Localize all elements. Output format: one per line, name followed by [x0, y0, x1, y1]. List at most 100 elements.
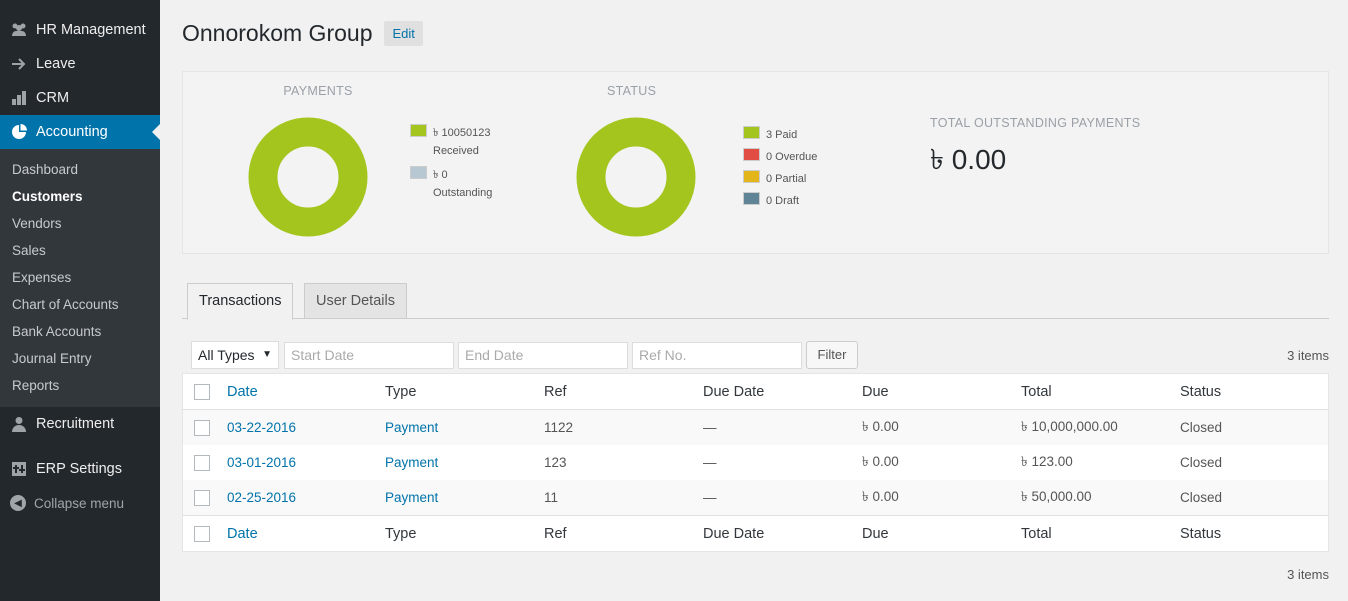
- col-date-footer[interactable]: Date: [227, 525, 258, 542]
- status-legend: 3 Paid 0 Overdue 0 Partial 0 Draft: [743, 126, 817, 214]
- row-date-link[interactable]: 02-25-2016: [227, 490, 297, 505]
- settings-grid-icon: [10, 460, 28, 478]
- pie-chart-icon: [10, 123, 28, 141]
- col-status-footer: Status: [1180, 525, 1222, 542]
- received-amount: ৳ 10050123: [433, 127, 491, 139]
- type-select-value: All Types: [198, 347, 255, 363]
- row-type-link[interactable]: Payment: [385, 490, 439, 505]
- submenu-reports[interactable]: Reports: [12, 378, 60, 393]
- overdue-swatch: [743, 148, 760, 161]
- ref-no-input[interactable]: Ref No.: [632, 341, 802, 369]
- transactions-table: Date Type Ref Due Date Due Total Status …: [182, 373, 1329, 552]
- tab-user-details[interactable]: User Details: [304, 283, 407, 319]
- payments-legend: ৳ 10050123 Received ৳ 0 Outstanding: [410, 124, 492, 208]
- col-due-date: Due Date: [703, 383, 765, 400]
- row-date-link[interactable]: 03-01-2016: [227, 455, 297, 470]
- caret-down-icon: ▼: [262, 349, 272, 360]
- outstanding-swatch: [410, 166, 427, 179]
- col-date[interactable]: Date: [227, 383, 258, 400]
- collapse-menu-button[interactable]: ◀ Collapse menu: [0, 486, 160, 520]
- items-count-top: 3 items: [1287, 348, 1329, 363]
- edit-button[interactable]: Edit: [384, 21, 423, 46]
- menu-erp-settings[interactable]: ERP Settings: [0, 452, 160, 486]
- legend-overdue: 0 Overdue: [743, 148, 817, 166]
- legend-paid: 3 Paid: [743, 126, 817, 144]
- arrow-right-icon: [10, 55, 28, 73]
- filter-button[interactable]: Filter: [806, 341, 858, 369]
- table-row: 02-25-2016 Payment 11 — ৳ 0.00 ৳ 50,000.…: [183, 480, 1328, 515]
- summary-panel: PAYMENTS ৳ 10050123 Received ৳ 0 Outstan…: [182, 71, 1329, 254]
- outstanding-amount: ৳ 0: [433, 169, 448, 181]
- admin-sidebar: HR Management Leave CRM Accounting Dashb…: [0, 0, 160, 601]
- row-checkbox[interactable]: [194, 419, 210, 436]
- submenu-sales[interactable]: Sales: [12, 243, 46, 258]
- items-count-bottom: 3 items: [1287, 567, 1329, 582]
- menu-leave[interactable]: Leave: [0, 47, 160, 81]
- submenu-bank-accounts[interactable]: Bank Accounts: [12, 324, 102, 339]
- row-checkbox[interactable]: [194, 454, 210, 471]
- tab-bar: Transactions User Details: [182, 282, 1329, 320]
- submenu-chart-of-accounts[interactable]: Chart of Accounts: [12, 297, 119, 312]
- table-row: 03-22-2016 Payment 1122 — ৳ 0.00 ৳ 10,00…: [183, 410, 1328, 445]
- submenu-customers[interactable]: Customers: [12, 189, 83, 204]
- main-content: Onnorokom Group Edit PAYMENTS ৳ 10050123…: [160, 0, 1348, 601]
- paid-swatch: [743, 126, 760, 139]
- total-outstanding-label: TOTAL OUTSTANDING PAYMENTS: [930, 116, 1141, 130]
- row-date-link[interactable]: 03-22-2016: [227, 420, 297, 435]
- collapse-arrow-icon: ◀: [10, 495, 26, 511]
- outstanding-label: Outstanding: [433, 187, 493, 199]
- menu-label: Recruitment: [36, 416, 115, 432]
- page-title: Onnorokom Group: [182, 20, 373, 46]
- col-due: Due: [862, 383, 889, 400]
- row-total: ৳ 10,000,000.00: [1021, 419, 1118, 434]
- menu-accounting[interactable]: Accounting: [0, 115, 160, 149]
- row-type-link[interactable]: Payment: [385, 455, 439, 470]
- draft-label: 0 Draft: [766, 195, 800, 207]
- submenu-dashboard[interactable]: Dashboard: [12, 162, 79, 177]
- menu-crm[interactable]: CRM: [0, 81, 160, 115]
- filter-bar: All Types ▼ Start Date End Date Ref No. …: [191, 341, 858, 369]
- total-outstanding-value: ৳ 0.00: [930, 144, 1007, 175]
- legend-partial: 0 Partial: [743, 170, 817, 188]
- select-all-checkbox-footer[interactable]: [194, 525, 210, 542]
- menu-label: ERP Settings: [36, 461, 122, 477]
- tab-transactions[interactable]: Transactions: [187, 283, 294, 320]
- legend-draft: 0 Draft: [743, 192, 817, 210]
- menu-label: Accounting: [36, 124, 108, 140]
- row-ref: 123: [544, 455, 567, 470]
- payments-donut-ring: [248, 117, 368, 237]
- chart-bar-icon: [10, 89, 28, 107]
- col-status: Status: [1180, 383, 1222, 400]
- menu-hr-management[interactable]: HR Management: [0, 13, 160, 47]
- row-ref: 1122: [544, 420, 574, 435]
- legend-outstanding: ৳ 0 Outstanding: [410, 166, 492, 202]
- row-type-link[interactable]: Payment: [385, 420, 439, 435]
- payments-donut: [248, 117, 368, 237]
- submenu-expenses[interactable]: Expenses: [12, 270, 72, 285]
- col-ref-footer: Ref: [544, 525, 567, 542]
- type-select[interactable]: All Types ▼: [191, 341, 279, 369]
- table-footer: Date Type Ref Due Date Due Total Status: [183, 515, 1328, 551]
- submenu-vendors[interactable]: Vendors: [12, 216, 62, 231]
- col-type-footer: Type: [385, 525, 417, 542]
- select-all-checkbox[interactable]: [194, 383, 210, 400]
- start-date-input[interactable]: Start Date: [284, 341, 454, 369]
- received-label: Received: [433, 145, 479, 157]
- row-ref: 11: [544, 490, 559, 505]
- submenu-journal-entry[interactable]: Journal Entry: [12, 351, 92, 366]
- received-swatch: [410, 124, 427, 137]
- accounting-submenu: Dashboard Customers Vendors Sales Expens…: [0, 149, 160, 407]
- row-due-date: —: [703, 420, 717, 435]
- overdue-label: 0 Overdue: [766, 151, 818, 163]
- row-due: ৳ 0.00: [862, 454, 899, 469]
- page-header: Onnorokom Group Edit: [182, 20, 423, 47]
- payments-title-block: PAYMENTS: [283, 84, 353, 98]
- col-type: Type: [385, 383, 417, 400]
- row-due: ৳ 0.00: [862, 419, 899, 434]
- row-checkbox[interactable]: [194, 489, 210, 506]
- col-due-date-footer: Due Date: [703, 525, 765, 542]
- col-total-footer: Total: [1021, 525, 1052, 542]
- payments-title: PAYMENTS: [283, 84, 353, 98]
- menu-recruitment[interactable]: Recruitment: [0, 407, 160, 441]
- end-date-input[interactable]: End Date: [458, 341, 628, 369]
